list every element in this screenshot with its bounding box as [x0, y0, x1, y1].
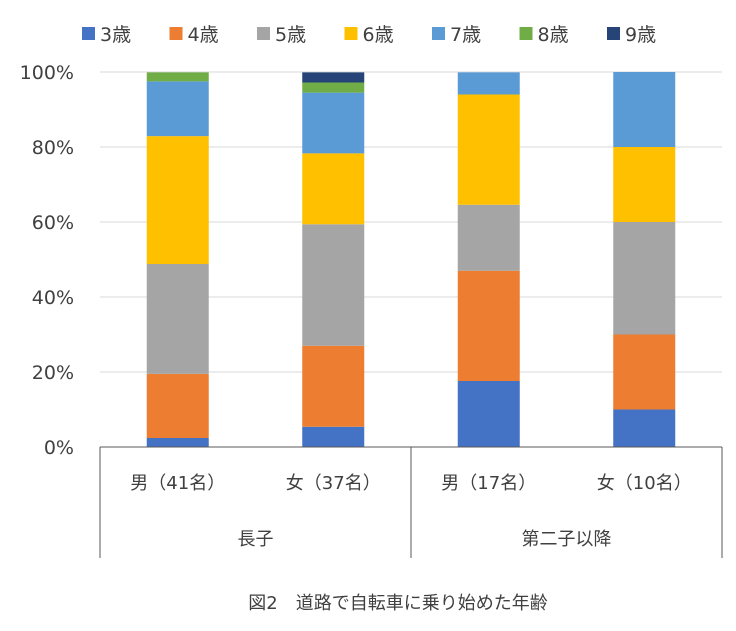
bar-segment-5歳 — [613, 222, 676, 335]
group-label: 第二子以降 — [522, 529, 612, 550]
bar-segment-7歳 — [146, 81, 209, 137]
category-label: 男（17名） — [441, 473, 536, 494]
bar-segment-5歳 — [146, 264, 209, 374]
bar-segment-8歳 — [146, 72, 209, 82]
bar-segment-3歳 — [613, 409, 676, 447]
category-label: 男（41名） — [130, 473, 225, 494]
bar-segment-8歳 — [302, 82, 365, 93]
legend-label: 9歳 — [625, 24, 656, 46]
chart-title: 図2 道路で自転車に乗り始めた年齢 — [248, 593, 547, 614]
bar-segment-6歳 — [613, 147, 676, 222]
bar-segment-9歳 — [302, 72, 365, 83]
legend-swatch — [169, 27, 183, 40]
bar-segment-5歳 — [457, 204, 520, 271]
bar-segment-7歳 — [613, 72, 676, 147]
bar-segment-6歳 — [457, 94, 520, 205]
y-tick-label: 100% — [20, 62, 74, 84]
bar-segment-3歳 — [302, 426, 365, 447]
legend-swatch — [432, 27, 445, 40]
y-tick-label: 0% — [44, 437, 74, 459]
y-tick-label: 60% — [32, 212, 74, 234]
bar-segment-5歳 — [302, 224, 365, 346]
bar-segment-4歳 — [302, 345, 365, 427]
bar-segment-7歳 — [302, 92, 365, 154]
legend-swatch — [607, 27, 620, 40]
bar-segment-7歳 — [457, 72, 520, 95]
bar-segment-4歳 — [457, 270, 520, 381]
bar-segment-6歳 — [302, 153, 365, 225]
bar-segment-3歳 — [146, 438, 209, 447]
legend-label: 3歳 — [100, 24, 131, 46]
legend-label: 7歳 — [450, 24, 481, 46]
legend-label: 5歳 — [275, 24, 306, 46]
bar-segment-4歳 — [146, 373, 209, 438]
category-label: 女（10名） — [597, 473, 692, 494]
bar-segment-6歳 — [146, 136, 209, 264]
legend-swatch — [257, 27, 270, 40]
y-tick-label: 40% — [32, 287, 74, 309]
y-tick-label: 20% — [32, 362, 74, 384]
legend-swatch — [344, 27, 358, 40]
bar-segment-3歳 — [457, 381, 520, 447]
y-tick-label: 80% — [32, 137, 74, 159]
bar-segment-4歳 — [613, 334, 676, 410]
legend-label: 6歳 — [363, 24, 394, 46]
legend-swatch — [519, 27, 533, 40]
category-label: 女（37名） — [286, 473, 381, 494]
legend-label: 4歳 — [188, 24, 219, 46]
group-label: 長子 — [238, 529, 274, 550]
legend-swatch — [82, 27, 95, 40]
legend-label: 8歳 — [538, 24, 569, 46]
